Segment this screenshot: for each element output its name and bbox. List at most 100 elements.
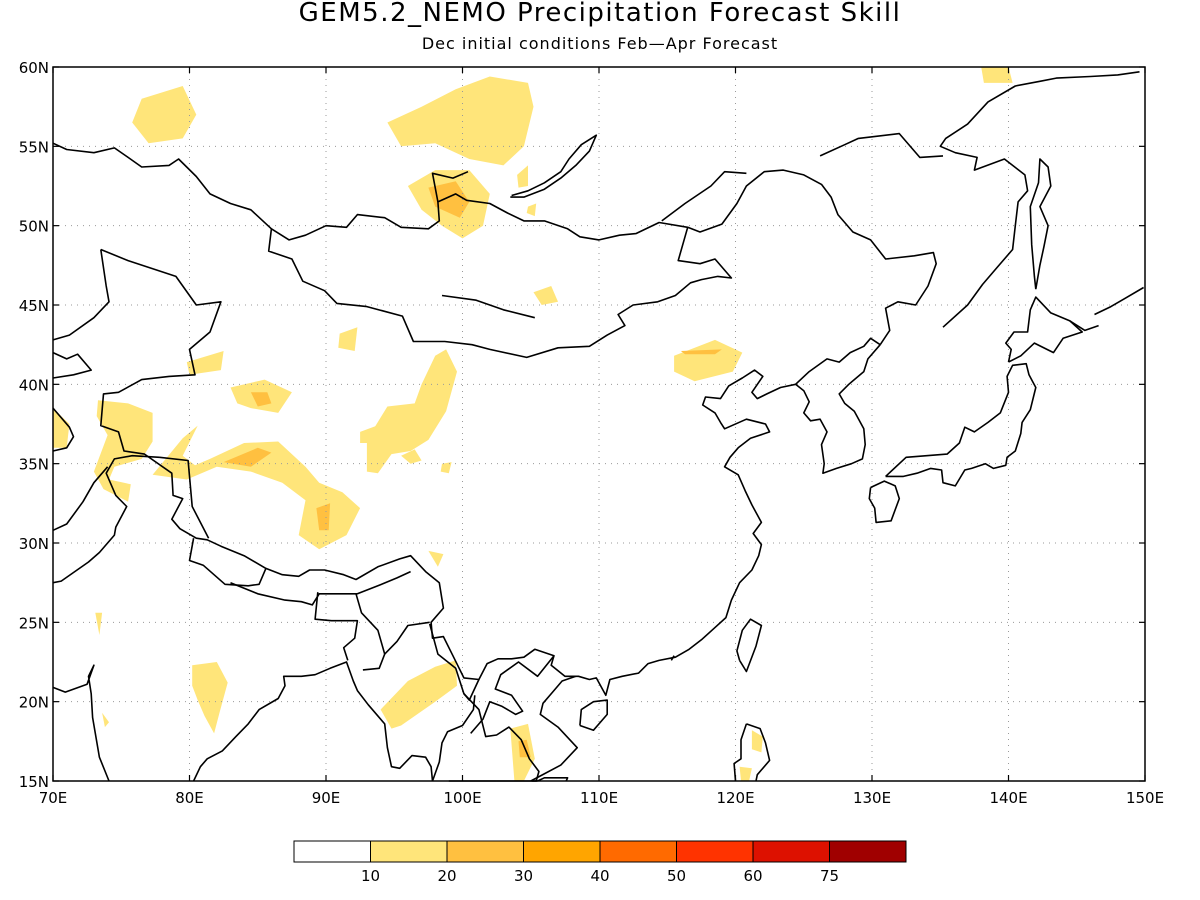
coastline-11 [52,466,109,532]
skill-region-17 [152,425,361,550]
colorbar: 10 20 30 40 50 60 75 [293,840,907,885]
lat-tick-label: 30N [19,535,49,553]
coastline-28 [579,699,609,732]
coastline-35 [939,71,1140,328]
skill-region-11 [338,327,358,351]
coastline-15 [355,593,386,671]
lat-tick-label: 35N [19,456,49,474]
coastlines [52,71,1145,782]
axis-ticks: 70E 80E 90E 100E 110E 120E 130E 140E 150E 60N 55N 5… [19,59,1164,807]
skill-region-5 [981,67,1013,83]
coastline-19 [463,679,480,701]
coastline-5 [52,454,160,584]
colorbar-swatch-2 [370,840,448,863]
coastline-3 [52,351,92,379]
skill-region-1 [132,86,197,144]
lat-tick-label: 55N [19,138,49,156]
coastline-18 [428,623,540,782]
colorbar-label: 50 [667,867,686,885]
coastline-39 [510,134,598,198]
coastline-42 [670,655,675,661]
coastline-12 [159,456,210,539]
coastline-23 [470,655,555,734]
skill-region-7 [428,181,470,218]
skill-region-19 [316,503,331,531]
skill-region-9 [674,339,743,382]
coastline-1 [52,142,938,346]
colorbar-swatch-7 [752,840,830,863]
lat-tick-label: 40N [19,376,49,394]
colorbar-swatch-8 [829,840,907,863]
lat-tick-label: 60N [19,59,49,77]
skill-region-23 [440,462,452,474]
coastline-34 [1029,158,1052,290]
coastline-24 [795,337,881,385]
coastline-30 [733,723,748,782]
lon-tick-label: 90E [312,789,341,807]
coastline-20 [431,695,476,782]
lat-tick-label: 15N [19,773,49,791]
colorbar-label: 75 [820,867,839,885]
coastline-13 [230,570,411,606]
skill-region-31 [751,730,763,753]
lon-tick-label: 120E [716,789,754,807]
lon-tick-label: 110E [580,789,618,807]
skill-region-2 [387,76,534,166]
skill-regions [53,67,1013,781]
colorbar-label: 30 [514,867,533,885]
skill-region-28 [380,660,457,729]
coastline-37 [1094,286,1145,316]
lon-tick-label: 80E [175,789,204,807]
skill-region-24 [428,550,444,567]
skill-region-15 [53,408,70,448]
coastline-27 [736,618,763,673]
colorbar-label: 10 [361,867,380,885]
coastline-41 [661,170,747,222]
coastline-31 [868,480,901,524]
lat-tick-label: 50N [19,218,49,236]
coastline-33 [1004,296,1083,363]
skill-region-25 [95,612,103,635]
coastline-2 [100,248,881,697]
skill-region-18 [223,447,272,467]
coastline-38 [1069,320,1099,332]
skill-region-21 [401,449,422,464]
coastline-25 [431,170,469,203]
colorbar-swatch-6 [676,840,754,863]
lat-tick-label: 45N [19,297,49,315]
skill-region-27 [102,712,109,728]
skill-region-26 [192,662,228,734]
skill-region-22 [366,349,457,474]
colorbar-swatch-1 [293,840,371,863]
page-title: GEM5.2_NEMO Precipitation Forecast Skill [298,0,902,28]
colorbar-swatch-5 [599,840,677,863]
skill-region-3 [517,165,528,188]
colorbar-swatch-3 [446,840,524,863]
skill-region-10 [680,349,722,355]
coastline-16 [384,621,430,655]
skill-region-4 [526,203,537,217]
coastline-36 [819,132,944,159]
coastline-10 [52,249,110,341]
coastline-26 [267,227,733,359]
lat-tick-label: 20N [19,694,49,712]
skill-region-32 [739,766,752,781]
colorbar-label: 20 [437,867,456,885]
skill-region-14 [250,392,272,407]
lon-tick-label: 150E [1126,789,1164,807]
coastline-32 [885,362,1037,487]
coastline-40 [441,294,535,319]
page-subtitle: Dec initial conditions Feb—Apr Forecast [421,34,779,53]
coastline-14 [314,592,359,661]
skill-region-8 [533,286,558,305]
lat-tick-label: 25N [19,614,49,632]
lon-tick-label: 130E [853,789,891,807]
lon-tick-label: 100E [443,789,481,807]
coastline-29 [746,723,771,782]
coastline-9 [530,675,579,782]
coastline-6 [52,664,110,782]
skill-region-12 [186,351,224,375]
lon-tick-label: 140E [989,789,1027,807]
coastline-7 [192,661,434,782]
